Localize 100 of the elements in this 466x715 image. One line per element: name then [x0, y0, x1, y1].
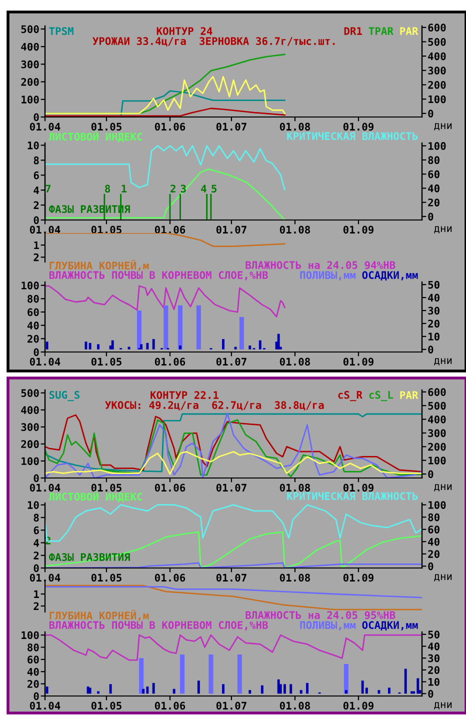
text: ПОЛИВЫ,мм — [300, 271, 356, 280]
y2-tick-label: 0 — [428, 346, 434, 354]
x-tick-label: 01.07 — [216, 226, 246, 234]
y2-tick-label: 200 — [428, 442, 446, 451]
y2-tick-label: 50 — [428, 280, 440, 289]
y-tick-label: 400 — [21, 406, 39, 414]
ref-line-label: 5 — [212, 184, 217, 193]
y2-tick-label: 600 — [428, 388, 446, 396]
x-tick-label: 01.04 — [30, 358, 60, 366]
y-tick-label: 8 — [34, 156, 39, 164]
y2-tick-label: 10 — [428, 678, 440, 686]
y2-tick-label: 10 — [428, 332, 440, 341]
y2-tick-label: 100 — [428, 95, 446, 104]
y-tick-label: 40 — [27, 322, 39, 330]
x-tick-label: 01.08 — [280, 358, 310, 366]
y-tick-label: 1 — [34, 241, 39, 250]
y2-tick-label: 0 — [428, 470, 434, 478]
text: КРИТИЧЕСКАЯ ВЛАЖНОСТЬ — [287, 132, 418, 140]
ref-line-label: 3 — [180, 184, 186, 193]
text: DR1 — [344, 27, 362, 35]
y-tick-label: 100 — [22, 282, 39, 290]
y2-tick-label: 20 — [428, 666, 440, 674]
y2-tick-label: 50 — [428, 630, 440, 638]
x-tick-label: 01.04 — [30, 484, 60, 492]
text: УРОЖАИ 33.4ц/га ЗЕРНОВКА 36.7г/тыс.шт. — [92, 37, 335, 46]
text: TPSM — [49, 27, 74, 36]
y2-tick-label: 600 — [428, 24, 446, 32]
y2-tick-label: 200 — [428, 80, 446, 89]
y-tick-label: 0 — [34, 348, 39, 356]
y-tick-label: 6 — [34, 526, 39, 534]
ref-line-label: 8 — [105, 184, 110, 193]
y-tick-label: 200 — [21, 78, 39, 86]
y2-tick-label: 100 — [428, 456, 446, 464]
y2-tick-label: 100 — [428, 142, 446, 150]
text: TPAR — [368, 27, 394, 35]
x-tick-label: 01.08 — [280, 122, 310, 131]
y-tick-label: 0 — [34, 216, 39, 224]
text: ЛИСТОВОЙ ИНДЕКС — [48, 490, 142, 502]
y2-tick-label: 300 — [428, 66, 446, 75]
y2-tick-label: 20 — [428, 320, 440, 328]
x-axis-title: дни — [434, 358, 452, 366]
y-tick-label: 20 — [27, 334, 39, 343]
x-tick-label: 01.05 — [91, 484, 122, 492]
y-tick-label: 80 — [28, 294, 39, 303]
text: ГЛУБИНА КОРНЕЙ,м — [50, 260, 149, 271]
y2-tick-label: 60 — [428, 526, 440, 534]
y-tick-label: 0 — [34, 692, 39, 700]
x-tick-label: 01.06 — [154, 226, 186, 234]
x-tick-label: 01.06 — [154, 702, 186, 710]
x-axis-title: дни — [434, 574, 452, 582]
y-tick-label: 20 — [27, 680, 39, 688]
x-tick-label: 01.09 — [343, 358, 374, 366]
y2-tick-label: 400 — [428, 52, 446, 60]
x-tick-label: 01.08 — [280, 574, 310, 582]
y2-tick-label: 300 — [428, 429, 446, 438]
text: ЛИСТОВОЙ ИНДЕКС — [48, 130, 142, 142]
series-label: ВЛАЖНОСТЬ ПОЧВЫ В КОРНЕВОМ СЛОЕ,%НВ — [49, 620, 268, 630]
y2-tick-label: 0 — [428, 212, 434, 221]
y-tick-label: 2 — [34, 602, 39, 610]
x-tick-label: 01.09 — [343, 122, 374, 131]
y2-tick-label: 40 — [428, 538, 440, 546]
x-tick-label: 01.06 — [154, 122, 186, 131]
text: cS_L — [369, 390, 394, 402]
x-tick-label: 01.06 — [154, 484, 186, 492]
y2-tick-label: 60 — [428, 170, 440, 178]
x-tick-label: 01.05 — [91, 574, 122, 582]
y-tick-label: 80 — [28, 643, 39, 652]
ref-line-label: 4 — [201, 184, 206, 192]
y-tick-label: 2 — [34, 201, 39, 210]
x-tick-label: 01.04 — [30, 122, 60, 131]
x-tick-label: 01.07 — [216, 574, 246, 582]
y2-tick-label: 40 — [428, 642, 440, 650]
x-tick-label: 01.09 — [343, 226, 374, 234]
y2-tick-label: 0 — [428, 562, 434, 570]
annotation: ВЛАЖНОСТЬ на 24.05 94%НВ — [246, 261, 396, 270]
y2-tick-label: 80 — [428, 156, 440, 164]
x-tick-label: 01.08 — [280, 702, 310, 710]
x-axis-title: дни — [434, 702, 452, 710]
y-tick-label: 0 — [34, 113, 39, 122]
x-axis-title: дни — [434, 484, 452, 492]
x-tick-label: 01.05 — [91, 702, 122, 710]
x-tick-label: 01.04 — [30, 226, 60, 234]
text: УКОСЫ: 49.2ц/га 62.7ц/га 38.8ц/га — [105, 401, 324, 410]
text: SUG_S — [49, 390, 80, 402]
y2-tick-label: 400 — [428, 416, 446, 424]
y-tick-label: 40 — [27, 668, 39, 676]
series-label: ВЛАЖНОСТЬ ПОЧВЫ В КОРНЕВОМ СЛОЕ,%НВ — [49, 270, 268, 280]
x-axis-title: дни — [434, 226, 452, 234]
y2-tick-label: 100 — [428, 501, 446, 509]
ref-line-label: 1 — [122, 184, 127, 192]
x-tick-label: 01.07 — [216, 122, 246, 131]
y-tick-label: 4 — [34, 539, 39, 547]
x-tick-label: 01.04 — [30, 702, 60, 710]
y-tick-label: 500 — [21, 389, 39, 397]
y2-tick-label: 80 — [428, 513, 440, 522]
y-tick-label: 1 — [34, 590, 39, 598]
y2-tick-label: 20 — [428, 198, 440, 206]
ref-line-label: 7 — [46, 184, 50, 192]
y-tick-label: 60 — [28, 656, 39, 664]
chart-title: КОНТУР 24 — [156, 27, 212, 36]
